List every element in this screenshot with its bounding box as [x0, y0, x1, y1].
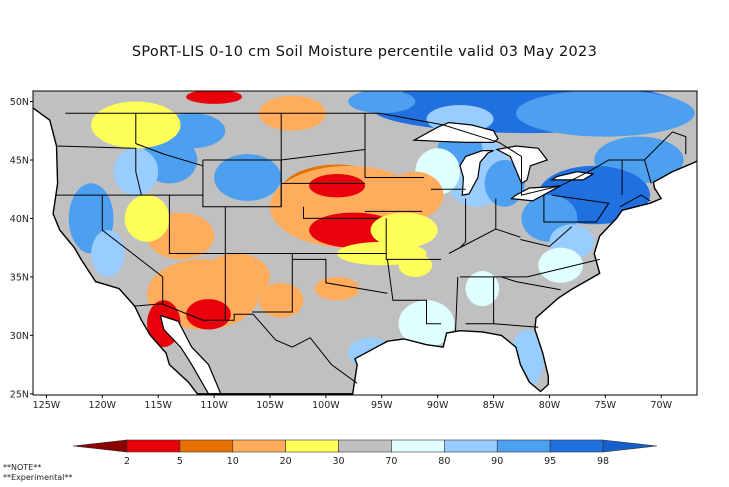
boundary-line: [448, 228, 521, 254]
colorbar: 2 5 10 20 30 70 80 90 95 98: [72, 439, 658, 467]
boundary-line: [134, 303, 358, 384]
boundary-line: [303, 206, 379, 219]
boundary-line: [459, 198, 467, 249]
boundary-line: [619, 194, 651, 208]
percentile-region: [387, 171, 444, 219]
boundary-line: [168, 195, 304, 254]
boundary-line: [501, 276, 561, 291]
percentile-region: [314, 276, 360, 301]
colorbar-label: 2: [124, 456, 130, 467]
boundary-line: [460, 258, 600, 278]
lon-label: 75W: [595, 400, 617, 411]
boundary-line: [543, 194, 610, 223]
map-title: SPoRT-LIS 0-10 cm Soil Moisture percenti…: [131, 44, 598, 60]
colorbar-label: 10: [227, 456, 239, 467]
lon-label: 125W: [33, 400, 61, 411]
colorbar-label: 95: [544, 456, 556, 467]
colorbar-label: 98: [597, 456, 609, 467]
percentile-region: [258, 282, 304, 318]
percentile-region: [91, 230, 125, 277]
lake: [459, 150, 494, 196]
colorbar-swatch: [496, 439, 551, 453]
boundary-line: [252, 253, 293, 313]
lat-label: 45N: [10, 155, 29, 166]
boundary-line: [644, 159, 652, 184]
lon-label: 110W: [200, 400, 228, 411]
latitude-axis: 25N 30N 35N 40N 45N 50N: [10, 97, 33, 400]
percentile-region: [465, 271, 500, 307]
colorbar-swatch: [232, 439, 286, 453]
lat-label: 30N: [10, 331, 29, 342]
percentile-region: [515, 91, 695, 137]
boundary-line: [292, 258, 388, 294]
colorbar-low-arrow: [72, 439, 128, 453]
boundary-line: [455, 276, 459, 332]
percentile-region: [214, 154, 282, 201]
lon-label: 100W: [312, 400, 340, 411]
boundary-line: [493, 323, 539, 328]
colorbar-swatch: [126, 439, 181, 453]
colorbar-label: 5: [177, 456, 183, 467]
percentile-region: [186, 299, 231, 330]
lon-label: 80W: [539, 400, 561, 411]
boundary-line: [520, 226, 573, 248]
colorbar-label: 90: [491, 456, 503, 467]
percentile-region: [538, 247, 583, 283]
colorbar-label: 70: [385, 456, 397, 467]
boundary-line: [281, 149, 366, 161]
percentile-region: [370, 212, 438, 248]
percentile-region: [124, 195, 170, 242]
lat-label: 50N: [10, 97, 29, 108]
colorbar-high-arrow: [602, 439, 658, 453]
percentile-region: [348, 91, 416, 114]
colorbar-swatch: [179, 439, 234, 453]
state-borders: [55, 112, 687, 384]
boundary-line: [57, 145, 142, 196]
lon-label: 105W: [256, 400, 284, 411]
lon-label: 95W: [371, 400, 393, 411]
boundary-line: [385, 218, 441, 260]
map-frame: [32, 90, 698, 396]
coastline: [33, 107, 697, 395]
boundary-line: [379, 112, 687, 196]
lat-label: 25N: [10, 389, 29, 400]
lake: [509, 185, 561, 202]
colorbar-label: 20: [280, 456, 292, 467]
percentile-region: [398, 253, 433, 277]
boundary-line: [135, 113, 204, 167]
lat-label: 40N: [10, 214, 29, 225]
percentile-region: [186, 91, 243, 104]
colorbar-label: 80: [438, 456, 450, 467]
percentile-region: [309, 174, 365, 198]
colorbar-swatch: [338, 439, 392, 453]
note-label: **NOTE**: [3, 463, 42, 472]
boundary-line: [386, 259, 441, 325]
colorbar-swatch: [285, 439, 339, 453]
colorbar-swatch: [391, 439, 445, 453]
experimental-label: **Experimental**: [3, 473, 73, 482]
lake: [495, 145, 549, 185]
boundary-line: [364, 113, 425, 178]
lon-label: 70W: [650, 400, 672, 411]
percentile-region: [484, 159, 525, 207]
colorbar-label: 30: [333, 456, 345, 467]
longitude-axis: 125W 120W 115W 110W 105W 100W 95W 90W 85W 80W 75W 7…: [33, 395, 673, 411]
lon-label: 90W: [427, 400, 449, 411]
lon-label: 85W: [483, 400, 505, 411]
lon-label: 120W: [89, 400, 117, 411]
colorbar-swatch: [444, 439, 498, 453]
lon-label: 115W: [144, 400, 172, 411]
colorbar-swatch: [549, 439, 604, 453]
boundary-line: [101, 195, 164, 278]
percentile-region: [202, 253, 270, 301]
lat-label: 35N: [10, 272, 29, 283]
